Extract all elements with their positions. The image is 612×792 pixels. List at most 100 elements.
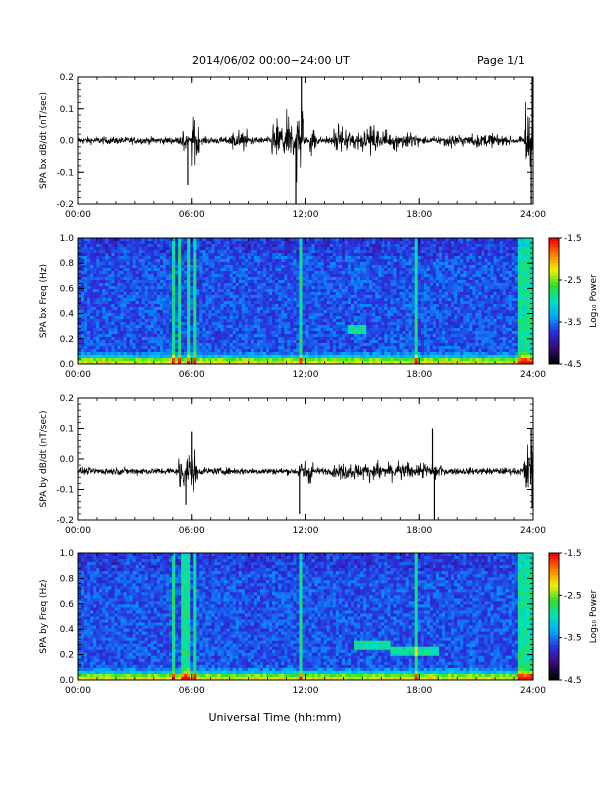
heatmap-cell: [153, 262, 158, 266]
heatmap-cell: [523, 271, 528, 275]
heatmap-cell: [502, 322, 507, 326]
heatmap-cell: [372, 247, 376, 251]
heatmap-cell: [81, 316, 85, 320]
heatmap-cell: [223, 295, 228, 299]
heatmap-cell: [90, 259, 94, 263]
heatmap-cell: [411, 256, 416, 260]
heatmap-cell: [141, 259, 146, 263]
heatmap-cell: [150, 292, 155, 296]
heatmap-cell: [241, 253, 246, 257]
heatmap-cell: [256, 334, 261, 338]
heatmap-cell: [438, 244, 443, 248]
heatmap-cell: [399, 250, 403, 254]
heatmap-cell: [296, 256, 300, 260]
heatmap-cell: [366, 277, 370, 281]
heatmap-cell: [193, 247, 197, 251]
heatmap-cell: [296, 241, 300, 245]
heatmap-cell: [335, 292, 340, 296]
heatmap-cell: [344, 262, 349, 266]
heatmap-cell: [178, 301, 182, 305]
heatmap-cell: [141, 292, 146, 296]
heatmap-cell: [117, 280, 121, 284]
heatmap-cell: [132, 277, 137, 281]
heatmap-cell: [511, 256, 516, 260]
heatmap-cell: [490, 247, 494, 251]
heatmap-cell: [466, 313, 470, 317]
heatmap-cell: [96, 238, 100, 242]
heatmap-cell: [457, 286, 461, 290]
heatmap-cell: [178, 283, 182, 287]
heatmap-cell: [523, 325, 528, 329]
heatmap-cell: [232, 301, 237, 305]
heatmap-cell: [396, 253, 400, 257]
heatmap-cell: [129, 268, 133, 272]
heatmap-cell: [111, 289, 115, 293]
heatmap-cell: [423, 247, 428, 251]
heatmap-cell: [478, 244, 482, 248]
heatmap-cell: [272, 289, 276, 293]
heatmap-cell: [217, 316, 221, 320]
heatmap-cell: [526, 307, 531, 311]
heatmap-cell: [420, 277, 425, 281]
heatmap-cell: [332, 289, 337, 293]
heatmap-cell: [478, 295, 482, 299]
heatmap-cell: [472, 241, 476, 245]
heatmap-cell: [438, 271, 443, 275]
heatmap-cell: [466, 307, 470, 311]
heatmap-cell: [493, 316, 497, 320]
heatmap-cell: [278, 331, 282, 335]
heatmap-cell: [520, 310, 525, 314]
heatmap-cell: [172, 319, 176, 323]
heatmap-cell: [232, 313, 237, 317]
heatmap-cell: [499, 253, 504, 257]
heatmap-cell: [260, 280, 264, 284]
heatmap-cell: [399, 316, 403, 320]
heatmap-cell: [466, 301, 470, 305]
heatmap-cell: [111, 313, 115, 317]
heatmap-cell: [296, 244, 300, 248]
heatmap-cell: [196, 271, 200, 275]
heatmap-cell: [393, 274, 397, 278]
heatmap-cell: [487, 292, 491, 296]
heatmap-cell: [442, 307, 446, 311]
heatmap-cell: [244, 265, 249, 269]
heatmap-cell: [332, 286, 337, 290]
heatmap-cell: [114, 244, 118, 248]
heatmap-cell: [256, 265, 261, 269]
heatmap-cell: [354, 241, 358, 245]
heatmap-cell: [414, 238, 419, 242]
heatmap-cell: [220, 307, 224, 311]
heatmap-cell: [442, 268, 446, 272]
heatmap-cell: [159, 319, 164, 323]
heatmap-cell: [335, 301, 340, 305]
heatmap-cell: [132, 316, 137, 320]
heatmap-cell: [211, 325, 215, 329]
heatmap-cell: [290, 325, 294, 329]
heatmap-cell: [272, 268, 276, 272]
heatmap-cell: [405, 286, 410, 290]
heatmap-cell: [514, 316, 519, 320]
heatmap-cell: [156, 259, 161, 263]
heatmap-cell: [366, 268, 370, 272]
heatmap-cell: [466, 316, 470, 320]
heatmap-cell: [399, 259, 403, 263]
heatmap-cell: [420, 280, 425, 284]
heatmap-cell: [432, 313, 437, 317]
heatmap-cell: [523, 259, 528, 263]
heatmap-cell: [526, 325, 531, 329]
heatmap-cell: [420, 295, 425, 299]
heatmap-cell: [308, 256, 312, 260]
heatmap-cell: [235, 286, 240, 290]
heatmap-cell: [396, 238, 400, 242]
heatmap-cell: [463, 265, 467, 269]
heatmap-cell: [511, 295, 516, 299]
heatmap-cell: [190, 334, 194, 338]
heatmap-cell: [429, 277, 434, 281]
heatmap-cell: [169, 298, 173, 302]
heatmap-cell: [129, 313, 133, 317]
heatmap-cell: [438, 247, 443, 251]
heatmap-cell: [499, 319, 504, 323]
heatmap-cell: [241, 262, 246, 266]
heatmap-cell: [141, 334, 146, 338]
heatmap-cell: [393, 295, 397, 299]
